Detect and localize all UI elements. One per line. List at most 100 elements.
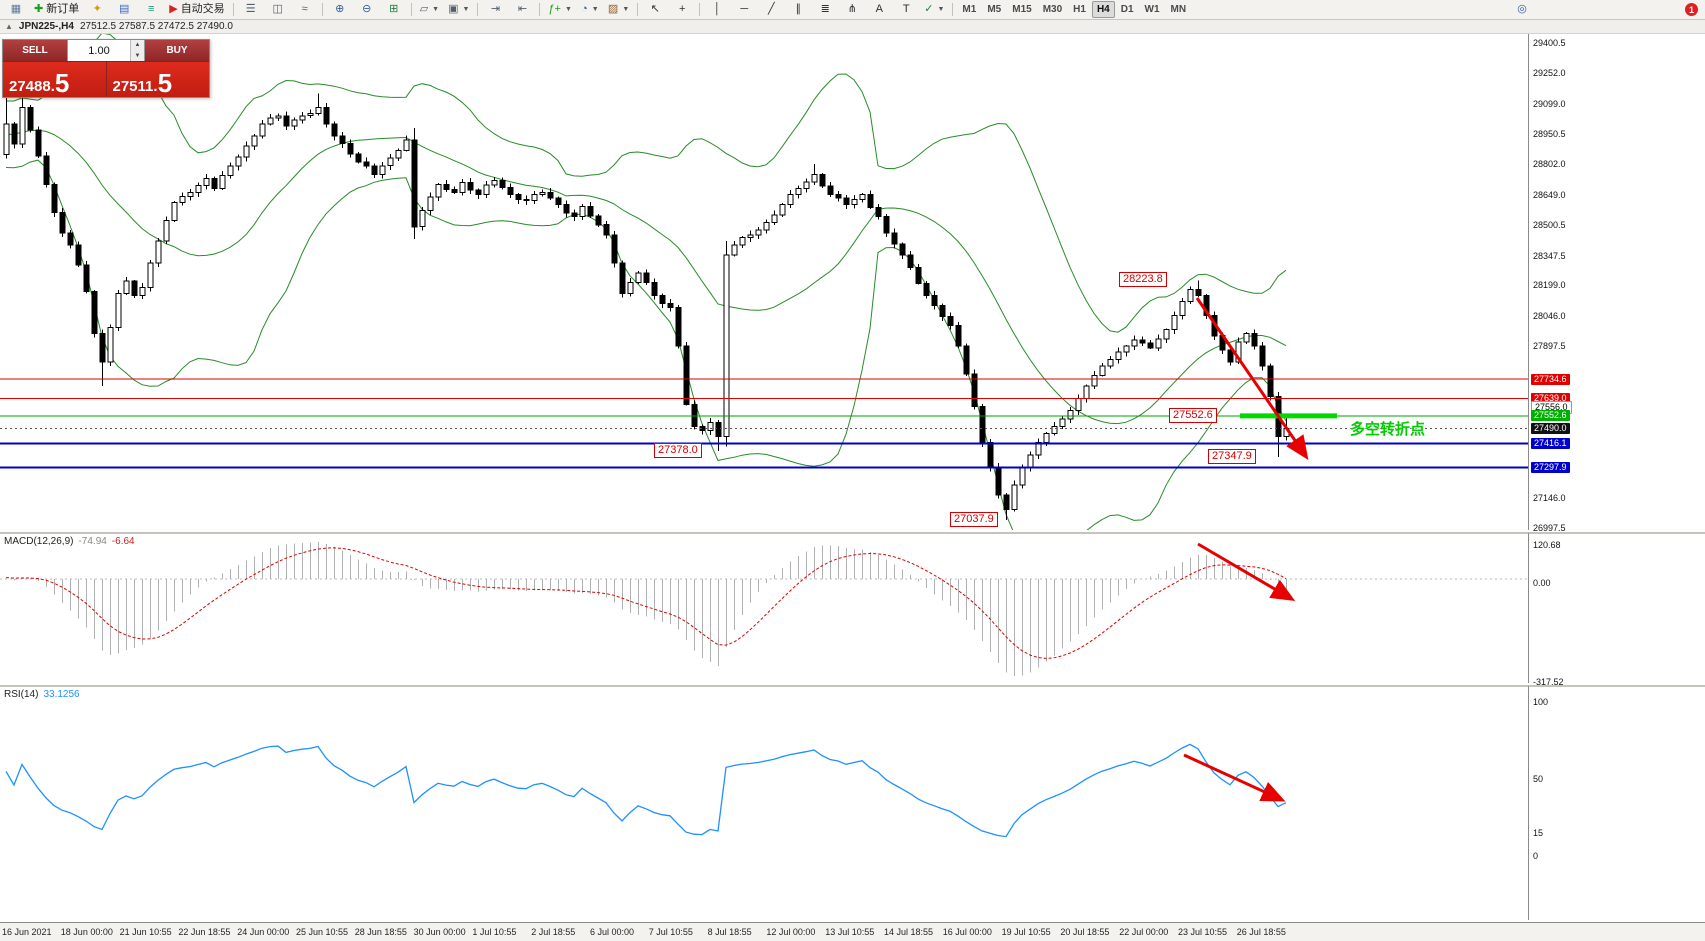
candle-body <box>211 177 218 189</box>
sell-price-button[interactable]: 27488. 5 <box>3 62 107 97</box>
new-order-button: ✚ <box>34 3 44 15</box>
new-chart-icon-caret[interactable]: ▼ <box>432 6 440 13</box>
auto-scroll-icon: ⇥ <box>490 3 501 15</box>
autotrading-button-label: 自动交易 <box>180 3 225 15</box>
bars-chart-icon[interactable]: ☰ <box>238 0 264 19</box>
timeframe-d1[interactable]: D1 <box>1120 4 1134 15</box>
candle-body <box>947 315 954 327</box>
vline-icon[interactable]: │ <box>704 0 730 19</box>
bars-chart-icon: ☰ <box>245 3 256 15</box>
volume-up-button[interactable]: ▲ <box>131 40 144 51</box>
turning-point-annotation: 多空转折点 <box>1350 421 1426 438</box>
templates-icon: ▨ <box>607 3 619 15</box>
chart-shift-icon[interactable]: ⇤ <box>509 0 535 19</box>
timeframe-m15[interactable]: M15 <box>1012 4 1032 15</box>
new-chart-icon: ▱ <box>419 3 429 15</box>
candle-body <box>451 189 458 193</box>
text-icon[interactable]: A <box>866 0 892 19</box>
templates-icon[interactable]: ▨ ▼ <box>604 0 633 19</box>
candle-body <box>387 157 394 167</box>
candle-body <box>315 107 322 114</box>
time-axis: 16 Jun 2021 18 Jun 00:00 21 Jun 10:55 22 Ju… <box>0 922 1705 941</box>
line-chart-icon[interactable]: ≈ <box>292 0 318 19</box>
notification-badge[interactable]: 1 <box>1685 3 1698 16</box>
templates-icon-caret[interactable]: ▼ <box>622 6 630 13</box>
label-icon[interactable]: T <box>893 0 919 19</box>
chart-window-icon[interactable]: ▦ <box>3 0 29 19</box>
crosshair-icon[interactable]: + <box>669 0 695 19</box>
candle-body <box>755 229 762 236</box>
indicators-icon[interactable]: ƒ+ ▼ <box>544 0 575 19</box>
candle-body <box>835 194 842 199</box>
andrews-pitchfork-icon[interactable]: ⋔ <box>839 0 865 19</box>
candle-body <box>811 173 818 183</box>
label-icon: T <box>902 3 910 15</box>
chart-icon: ▲ <box>5 22 13 31</box>
candle-body <box>771 214 778 224</box>
timeframe-h4[interactable]: H4 <box>1091 1 1115 18</box>
price-axis-marker: 27639.0 <box>1531 392 1570 404</box>
buy-price-button[interactable]: 27511. 5 <box>106 62 209 97</box>
candlestick-chart-icon[interactable]: ◫ <box>265 0 291 19</box>
time-axis-label: 24 Jun 00:00 <box>237 927 290 937</box>
autotrading-button[interactable]: ▶ 自动交易 <box>165 0 228 19</box>
trend-arrow[interactable] <box>1195 297 1309 460</box>
periods-icon-caret[interactable]: ▼ <box>591 6 599 13</box>
timeframe-m1[interactable]: M1 <box>962 4 977 15</box>
cursor-icon: ↖ <box>650 3 660 15</box>
trend-arrow[interactable] <box>1197 542 1296 602</box>
volume-down-button[interactable]: ▼ <box>131 50 144 61</box>
indicators-icon-caret[interactable]: ▼ <box>564 6 572 13</box>
candle-body <box>795 187 802 195</box>
zoom-out-icon[interactable]: ⊖ <box>354 0 380 19</box>
depth-of-market-icon[interactable]: ≡ <box>138 0 164 19</box>
price-axis-marker: 27734.6 <box>1531 373 1570 385</box>
channel-icon[interactable]: ∥ <box>785 0 811 19</box>
candle-body <box>1203 294 1210 317</box>
styles-icon[interactable]: ✦ <box>84 0 110 19</box>
profiles-icon[interactable]: ▣ ▼ <box>444 0 473 19</box>
timeframe-h1[interactable]: H1 <box>1073 4 1086 15</box>
buy-button[interactable]: BUY <box>145 40 209 61</box>
timeframe-m5[interactable]: M5 <box>987 4 1002 15</box>
rsi-panel: RSI(14) 33.1256 <box>0 685 1528 922</box>
rsi-canvas[interactable] <box>0 687 1528 920</box>
search-icon[interactable]: ◎ <box>1517 3 1527 15</box>
zoom-in-icon[interactable]: ⊕ <box>327 0 353 19</box>
calendar-icon[interactable]: ▤ <box>111 0 137 19</box>
arrows-icon[interactable]: ✓ ▼ <box>920 0 948 19</box>
trend-arrow[interactable] <box>1183 753 1286 802</box>
fibonacci-icon[interactable]: ≣ <box>812 0 838 19</box>
candle-body <box>563 204 570 214</box>
candle-body <box>363 161 370 167</box>
candle-body <box>283 115 290 127</box>
price-axis-marker: 27552.6 <box>1531 410 1570 422</box>
new-order-button[interactable]: ✚ 新订单 <box>30 0 83 19</box>
price-chart-canvas[interactable] <box>0 34 1528 530</box>
candle-body <box>907 254 914 268</box>
candle-body <box>347 143 354 155</box>
time-axis-label: 16 Jul 00:00 <box>942 927 992 937</box>
auto-scroll-icon[interactable]: ⇥ <box>482 0 508 19</box>
candle-body <box>139 286 146 296</box>
macd-canvas[interactable] <box>0 534 1528 683</box>
timeframe-m30[interactable]: M30 <box>1042 4 1063 15</box>
price-axis-marker: 27297.9 <box>1531 461 1570 473</box>
channel-icon: ∥ <box>795 3 802 15</box>
candle-body <box>491 179 498 186</box>
new-chart-icon[interactable]: ▱ ▼ <box>416 0 443 19</box>
profiles-icon-caret[interactable]: ▼ <box>462 6 470 13</box>
time-axis-label: 12 Jul 00:00 <box>766 927 816 937</box>
periods-icon[interactable]: ◔ ▼ <box>577 0 603 19</box>
arrows-icon-caret[interactable]: ▼ <box>937 6 945 13</box>
tile-windows-icon[interactable]: ⊞ <box>381 0 407 19</box>
candle-body <box>35 129 42 157</box>
volume-input[interactable] <box>68 40 130 61</box>
hline-icon[interactable]: ─ <box>731 0 757 19</box>
candle-body <box>459 181 466 193</box>
cursor-icon[interactable]: ↖ <box>642 0 668 19</box>
timeframe-w1[interactable]: W1 <box>1144 4 1160 15</box>
timeframe-mn[interactable]: MN <box>1170 4 1187 15</box>
sell-button[interactable]: SELL <box>3 40 67 61</box>
trendline-icon[interactable]: ╱ <box>758 0 784 19</box>
